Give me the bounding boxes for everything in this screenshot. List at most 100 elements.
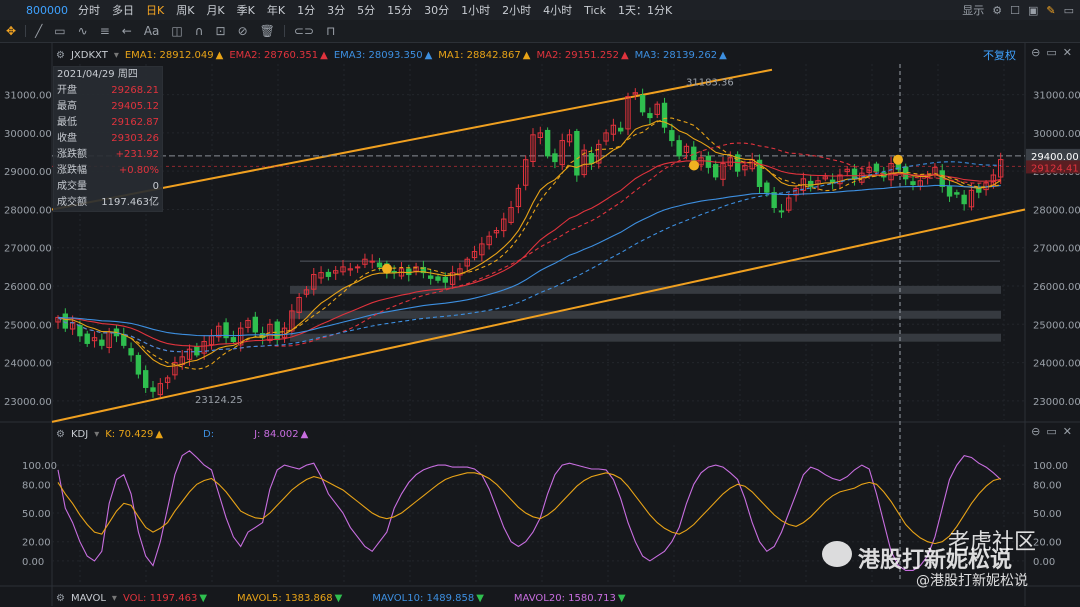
layout-icon[interactable]: ▭	[1063, 3, 1074, 17]
period-tab[interactable]: 多日	[112, 4, 134, 17]
link-icon[interactable]: ⊂⊃	[293, 24, 314, 38]
candle-body	[362, 258, 368, 265]
bookmark-icon[interactable]: ⊓	[326, 24, 336, 38]
maximize-icon[interactable]: ▭	[1046, 46, 1057, 59]
kdj-tick-left: 50.00	[22, 509, 51, 520]
gear-icon[interactable]: ⚙	[992, 3, 1003, 17]
eraser-icon[interactable]: ◫	[171, 24, 183, 38]
candle-body	[333, 270, 339, 274]
period-tab[interactable]: 1分	[297, 4, 316, 17]
camera-icon[interactable]: ▣	[1027, 3, 1039, 17]
candle-body	[515, 187, 522, 208]
candle-body	[778, 210, 785, 213]
settings-icon[interactable]: ⚙	[56, 49, 65, 61]
line-tool-icon[interactable]: ╱	[35, 24, 43, 38]
candle-body	[77, 325, 83, 337]
magnet-icon[interactable]: ∩	[194, 24, 204, 38]
candle-body	[179, 356, 185, 366]
period-tab[interactable]: 季K	[236, 4, 255, 17]
checkbox-icon[interactable]: ☐	[1010, 3, 1020, 17]
period-tab[interactable]: 周K	[176, 4, 195, 17]
candle-body	[435, 276, 441, 281]
candle-body	[376, 262, 383, 268]
drawing-toolbar: ✥ ╱ ▭ ∿ ≡ ← Aa ◫ ∩ ⊡ ⊘ 🗑 ⊂⊃ ⊓	[0, 20, 1080, 43]
candle-body	[581, 149, 587, 176]
fib-tool-icon[interactable]: ≡	[99, 24, 110, 38]
minimize-icon[interactable]: ⊖	[1031, 425, 1041, 438]
candle-body	[793, 187, 799, 196]
candle-body	[808, 180, 814, 187]
candle-body	[669, 130, 675, 142]
settings-icon[interactable]: ⚙	[56, 428, 65, 440]
current-price-label: 29400.00	[1031, 152, 1079, 163]
candle-body	[866, 166, 872, 173]
period-tab[interactable]: 30分	[424, 4, 450, 17]
candle-body	[895, 160, 902, 170]
lock-icon[interactable]: ⊡	[215, 24, 226, 38]
divider	[283, 25, 285, 37]
candle-body	[84, 333, 90, 344]
candle-body	[639, 94, 646, 113]
candle-body	[566, 134, 573, 143]
candle-body	[837, 174, 843, 185]
price-tick-right: 24000.00	[1033, 359, 1080, 370]
candle-body	[384, 263, 390, 274]
period-tab[interactable]: 1小时	[461, 4, 491, 17]
candle-body	[354, 266, 361, 269]
period-tab[interactable]: 5分	[357, 4, 376, 17]
low-annotation: 23124.25	[195, 395, 243, 406]
chevron-down-icon[interactable]: ▾	[111, 592, 117, 604]
chevron-down-icon[interactable]: ▾	[113, 49, 119, 61]
kdj-tick-left: 100.00	[22, 461, 57, 472]
period-tab[interactable]: 15分	[387, 4, 413, 17]
ma2-label: MA2: 29151.252	[536, 49, 619, 61]
trash-icon[interactable]: 🗑	[259, 24, 275, 38]
close-icon[interactable]: ✕	[1062, 46, 1072, 59]
display-menu[interactable]: 显示	[962, 4, 985, 17]
arrow-tool-icon[interactable]: ←	[121, 24, 132, 38]
candle-body	[55, 316, 61, 323]
candle-body	[961, 194, 967, 205]
close-icon[interactable]: ✕	[1062, 425, 1072, 438]
candle-body	[749, 159, 755, 170]
settings-icon[interactable]: ⚙	[56, 592, 65, 604]
period-tab[interactable]: 分时	[78, 4, 100, 17]
period-tab[interactable]: 1天：1分K	[617, 4, 673, 17]
period-tab[interactable]: 4小时	[543, 4, 573, 17]
maximize-icon[interactable]: ▭	[1046, 425, 1057, 438]
price-tick-right: 23000.00	[1033, 397, 1080, 408]
period-tab[interactable]: 月K	[206, 4, 225, 17]
pencil-icon[interactable]: ✎	[1046, 3, 1056, 17]
info-row: 最高 29405.12	[54, 99, 162, 115]
pane-controls: ⊖ ▭ ✕	[1031, 46, 1072, 59]
candle-body	[859, 172, 865, 183]
text-tool-icon[interactable]: Aa	[143, 24, 160, 38]
wave-tool-icon[interactable]: ∿	[77, 24, 88, 38]
candle-body	[734, 154, 741, 172]
hide-icon[interactable]: ⊘	[237, 24, 248, 38]
info-value: 29268.21	[111, 85, 159, 96]
kdj-tick-right: 80.00	[1033, 480, 1062, 491]
price-tick-left: 27000.00	[4, 244, 52, 255]
restore-toggle[interactable]: 不复权	[983, 49, 1016, 62]
candle-body	[903, 166, 909, 180]
candle-body	[318, 272, 324, 279]
period-tab[interactable]: 日K	[146, 4, 165, 17]
chevron-down-icon[interactable]: ▾	[94, 428, 100, 440]
rect-tool-icon[interactable]: ▭	[54, 24, 66, 38]
candle-body	[216, 325, 222, 338]
kdj-tick-left: 80.00	[22, 480, 51, 491]
candle-body	[552, 153, 558, 163]
minimize-icon[interactable]: ⊖	[1031, 46, 1041, 59]
candle-body	[113, 328, 120, 337]
info-row: 成交量 0	[54, 179, 162, 195]
period-tab[interactable]: 年K	[266, 4, 286, 17]
price-tick-right: 31000.00	[1033, 91, 1080, 102]
symbol-code[interactable]: 800000	[26, 3, 68, 17]
period-tab[interactable]: Tick	[584, 3, 606, 17]
period-tab[interactable]: 3分	[327, 4, 346, 17]
period-tab[interactable]: 2小时	[502, 4, 532, 17]
ma3-label: MA3: 28139.262	[634, 49, 718, 61]
crosshair-icon[interactable]: ✥	[6, 24, 17, 38]
mavol-label: MAVOL	[70, 592, 106, 604]
